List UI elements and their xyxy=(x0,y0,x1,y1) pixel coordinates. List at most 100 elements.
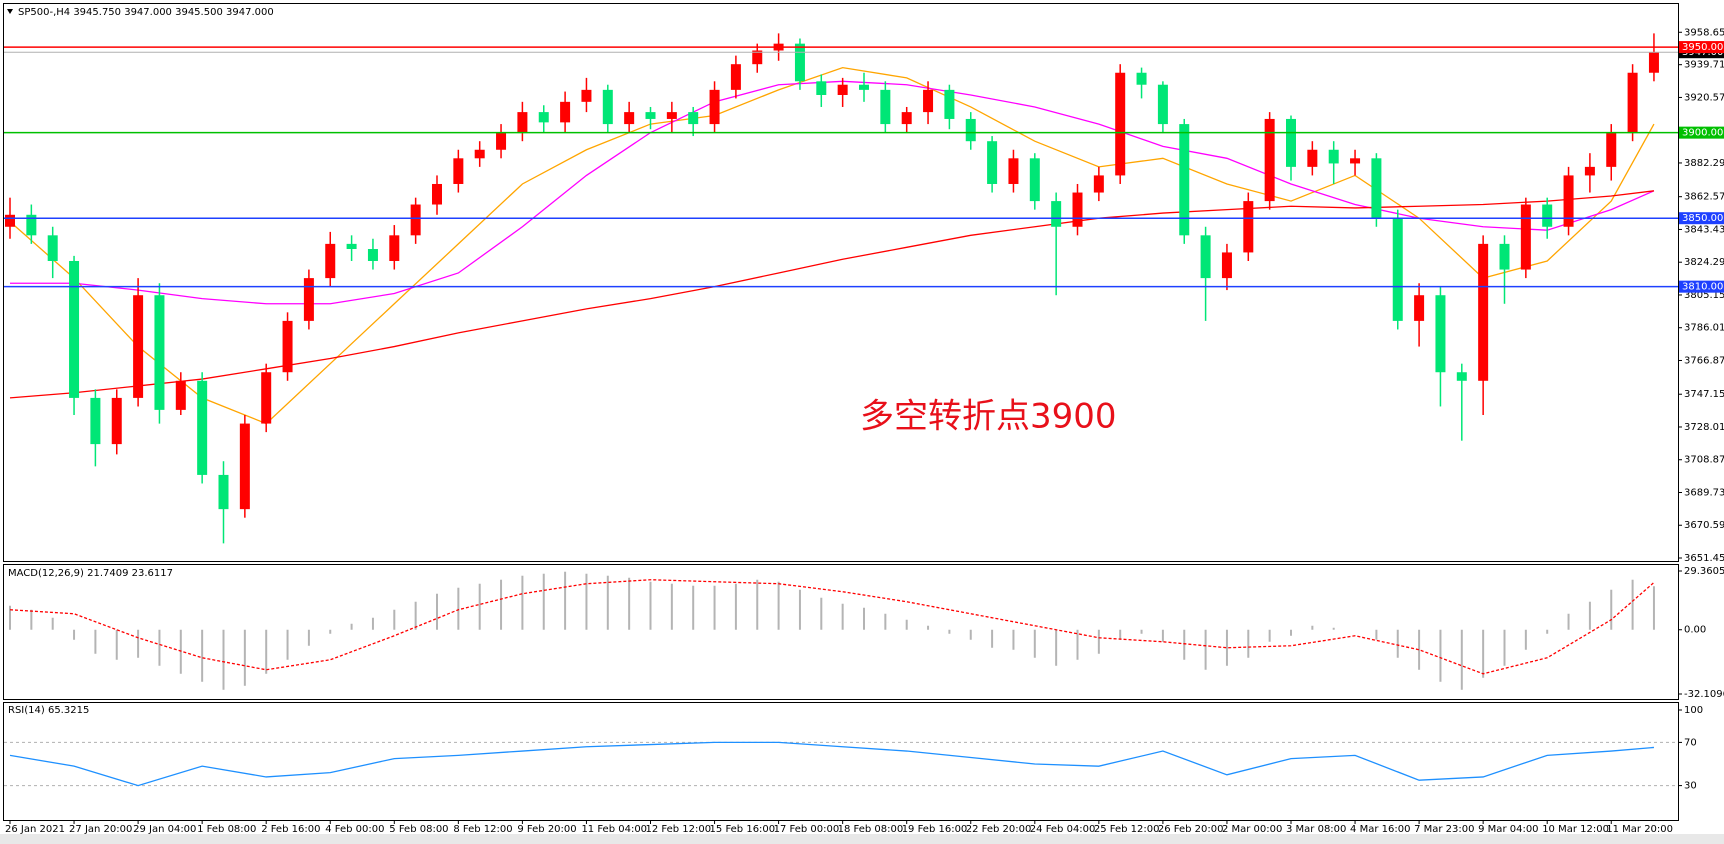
x-tick-label: 9 Feb 20:00 xyxy=(517,824,576,835)
candle-body xyxy=(261,372,272,424)
candle-body xyxy=(239,423,250,510)
candle-body xyxy=(581,89,592,102)
candle-body xyxy=(1350,158,1361,164)
candle-body xyxy=(69,260,80,398)
x-tick-label: 4 Feb 00:00 xyxy=(325,824,384,835)
candle-body xyxy=(1584,166,1595,176)
candle-body xyxy=(965,118,976,142)
candle-body xyxy=(47,235,58,261)
candle-body xyxy=(923,89,934,113)
candle-body xyxy=(1286,118,1296,167)
x-tick-label: 4 Mar 16:00 xyxy=(1350,824,1410,835)
y-tick-label: 3939.710 xyxy=(1684,60,1724,71)
panel-title: RSI(14) 65.3215 xyxy=(8,705,89,716)
x-tick-label: 26 Jan 2021 xyxy=(5,824,65,835)
candle-body xyxy=(752,50,763,65)
candle-body xyxy=(1008,158,1019,184)
signal-line xyxy=(9,579,1655,675)
candle-body xyxy=(1093,175,1104,193)
candle-body xyxy=(859,84,869,90)
y-tick-label: 70 xyxy=(1684,737,1697,748)
y-tick-label: 3805.150 xyxy=(1684,290,1724,301)
rsi-panel xyxy=(3,702,1679,821)
candle-body xyxy=(794,43,805,82)
panel-title: MACD(12,26,9) 21.7409 23.6117 xyxy=(8,568,173,579)
candle-body xyxy=(26,214,37,236)
candle-body xyxy=(474,149,485,159)
level-box xyxy=(1679,41,1724,54)
y-tick-label: 30 xyxy=(1684,781,1697,792)
candle-body xyxy=(624,112,635,125)
candle-body xyxy=(453,158,464,184)
x-tick-label: 26 Feb 20:00 xyxy=(1158,824,1224,835)
level-box xyxy=(1679,212,1724,225)
y-tick-label: 3651.450 xyxy=(1684,553,1724,564)
candle-body xyxy=(1371,158,1382,219)
candle-body xyxy=(1221,252,1232,279)
y-tick-label: 3708.870 xyxy=(1684,455,1724,466)
candle-body xyxy=(1179,124,1190,236)
x-tick-label: 24 Feb 04:00 xyxy=(1030,824,1096,835)
candle-body xyxy=(709,89,720,125)
candle-body xyxy=(837,84,848,95)
candle-body xyxy=(1542,204,1553,227)
candle-body xyxy=(1115,72,1126,176)
candle-body xyxy=(218,474,229,510)
candle-body xyxy=(901,112,912,125)
candle-body xyxy=(111,397,122,445)
candle-body xyxy=(602,89,613,125)
y-tick-label: 0.00 xyxy=(1684,625,1706,636)
price-panel xyxy=(3,3,1679,562)
candle-body xyxy=(282,320,293,373)
candle-body xyxy=(367,249,378,261)
candle-body xyxy=(1563,175,1574,227)
candle-body xyxy=(1627,72,1638,133)
candle-body xyxy=(688,112,699,125)
candle-body xyxy=(325,243,336,279)
x-tick-label: 25 Feb 12:00 xyxy=(1094,824,1160,835)
candle-body xyxy=(1307,149,1318,167)
candle-body xyxy=(1648,52,1659,73)
candle-body xyxy=(1392,218,1403,321)
level-label: 3850.000 xyxy=(1682,213,1724,224)
x-tick-label: 12 Feb 12:00 xyxy=(646,824,712,835)
candle-body xyxy=(346,243,357,250)
y-tick-label: 3824.290 xyxy=(1684,257,1724,268)
status-strip xyxy=(0,834,1724,844)
candle-body xyxy=(303,278,314,321)
y-tick-label: 3786.010 xyxy=(1684,323,1724,334)
candle-body xyxy=(645,112,656,119)
x-tick-label: 2 Feb 16:00 xyxy=(261,824,320,835)
candle-body xyxy=(944,89,955,119)
candle-body xyxy=(1051,201,1062,227)
x-tick-label: 19 Feb 16:00 xyxy=(902,824,968,835)
candle-body xyxy=(538,112,549,123)
x-tick-label: 29 Jan 04:00 xyxy=(133,824,196,835)
candle-body xyxy=(410,204,421,236)
y-tick-label: 29.3605 xyxy=(1684,566,1724,577)
candle-body xyxy=(1414,295,1425,321)
x-tick-label: 10 Mar 12:00 xyxy=(1542,824,1609,835)
candle-body xyxy=(389,235,400,261)
candle-body xyxy=(432,183,442,205)
candle-body xyxy=(175,380,186,410)
candle-body xyxy=(1328,149,1339,164)
rsi-line xyxy=(9,741,1655,787)
x-tick-label: 1 Feb 08:00 xyxy=(197,824,256,835)
x-tick-label: 8 Feb 12:00 xyxy=(453,824,512,835)
x-tick-label: 9 Mar 04:00 xyxy=(1478,824,1538,835)
level-label: 3950.000 xyxy=(1682,42,1724,53)
x-tick-label: 5 Feb 08:00 xyxy=(389,824,448,835)
candle-body xyxy=(1499,243,1510,270)
y-tick-label: 3882.290 xyxy=(1684,158,1724,169)
level-label: 3810.000 xyxy=(1682,282,1724,293)
x-tick-label: 17 Feb 00:00 xyxy=(774,824,840,835)
candle-body xyxy=(1029,158,1040,202)
candle-body xyxy=(133,295,144,398)
menu-arrow[interactable] xyxy=(7,9,13,14)
y-tick-label: 3958.650 xyxy=(1684,27,1724,38)
candle-body xyxy=(987,141,998,184)
